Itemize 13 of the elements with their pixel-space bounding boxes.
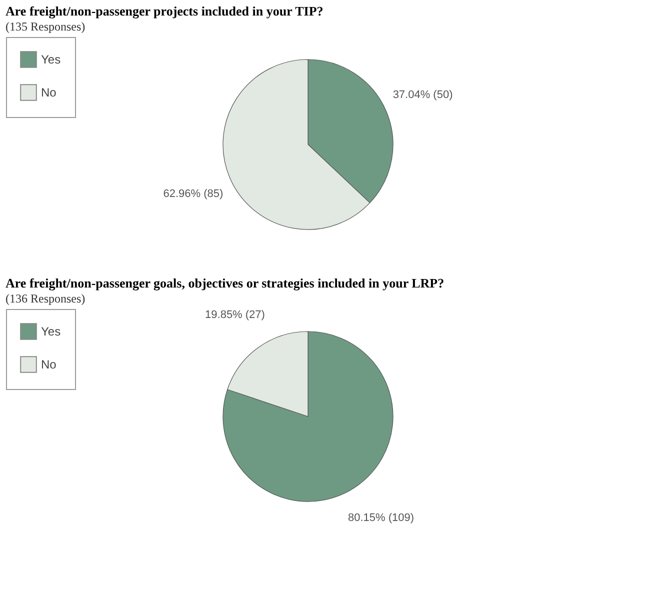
- legend-label: Yes: [41, 52, 61, 66]
- chart-title: Are freight/non-passenger projects included in your TIP?: [6, 4, 324, 18]
- chart-title: Are freight/non-passenger goals, objectives or strategies included in your LRP?: [6, 276, 444, 290]
- chart-subtitle: (135 Responses): [6, 20, 86, 34]
- data-label: 19.85% (27): [205, 309, 265, 322]
- data-label: 62.96% (85): [163, 188, 224, 200]
- data-label: 37.04% (50): [392, 89, 453, 101]
- data-label: 80.15% (109): [348, 512, 414, 524]
- chart-subtitle: (136 Responses): [6, 292, 86, 306]
- pie-slice: [222, 331, 394, 502]
- legend-label: No: [41, 86, 57, 100]
- legend-label: Yes: [41, 324, 61, 338]
- legend-label: No: [41, 358, 57, 372]
